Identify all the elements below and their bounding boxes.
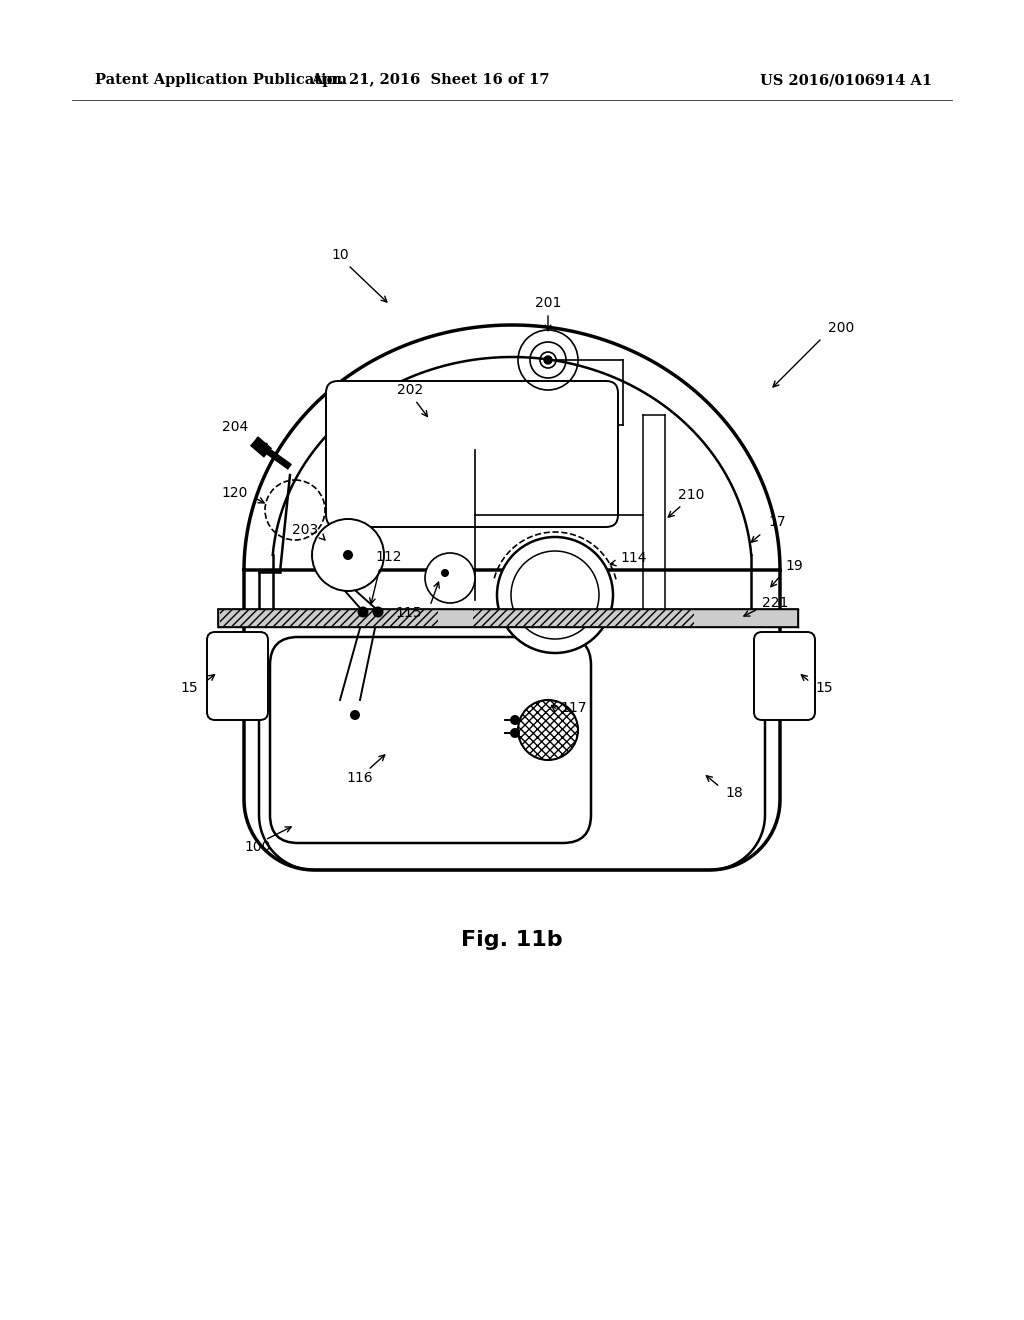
Circle shape xyxy=(441,569,449,577)
FancyBboxPatch shape xyxy=(270,638,591,843)
Circle shape xyxy=(497,537,613,653)
Text: US 2016/0106914 A1: US 2016/0106914 A1 xyxy=(760,73,932,87)
Circle shape xyxy=(350,710,360,719)
Text: 15: 15 xyxy=(815,681,833,696)
Circle shape xyxy=(544,356,552,364)
Bar xyxy=(473,610,693,626)
Text: 115: 115 xyxy=(395,606,422,620)
Text: 204: 204 xyxy=(222,420,248,434)
FancyBboxPatch shape xyxy=(326,381,618,527)
Circle shape xyxy=(357,606,369,618)
Circle shape xyxy=(511,550,599,639)
Circle shape xyxy=(312,519,384,591)
Circle shape xyxy=(373,606,384,618)
Text: 112: 112 xyxy=(375,550,401,564)
Text: 210: 210 xyxy=(678,488,705,502)
Circle shape xyxy=(510,729,520,738)
Text: 201: 201 xyxy=(535,296,561,310)
Circle shape xyxy=(425,553,475,603)
Text: 120: 120 xyxy=(221,486,248,500)
FancyBboxPatch shape xyxy=(754,632,815,719)
Text: Patent Application Publication: Patent Application Publication xyxy=(95,73,347,87)
Text: 19: 19 xyxy=(785,558,803,573)
Text: 17: 17 xyxy=(768,515,785,529)
Text: 114: 114 xyxy=(620,550,646,565)
Text: 117: 117 xyxy=(560,701,587,715)
Text: Fig. 11b: Fig. 11b xyxy=(461,931,563,950)
Text: 202: 202 xyxy=(397,383,423,397)
Text: 203: 203 xyxy=(292,523,318,537)
Circle shape xyxy=(518,700,578,760)
Text: 15: 15 xyxy=(180,681,198,696)
Text: 18: 18 xyxy=(725,785,742,800)
Text: 221: 221 xyxy=(762,597,788,610)
Text: 10: 10 xyxy=(331,248,349,261)
Text: Apr. 21, 2016  Sheet 16 of 17: Apr. 21, 2016 Sheet 16 of 17 xyxy=(310,73,549,87)
Text: 100: 100 xyxy=(245,840,271,854)
Circle shape xyxy=(343,550,353,560)
Bar xyxy=(220,610,438,626)
FancyBboxPatch shape xyxy=(207,632,268,719)
Text: 200: 200 xyxy=(828,321,854,335)
Bar xyxy=(218,609,798,627)
Text: 116: 116 xyxy=(347,771,374,785)
Circle shape xyxy=(510,715,520,725)
